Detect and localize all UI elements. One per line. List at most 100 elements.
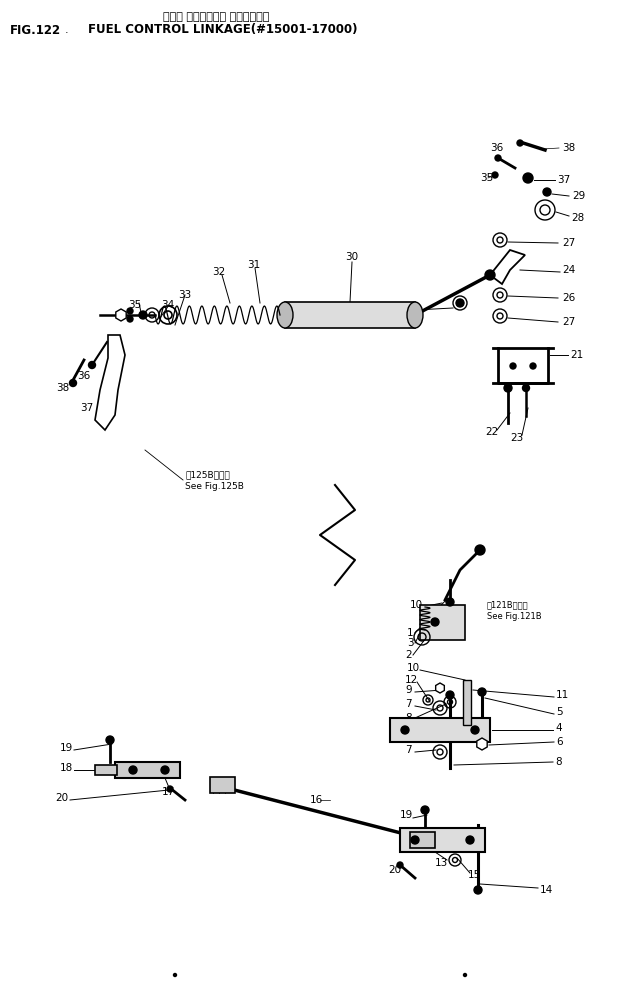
Text: 35: 35 [128, 300, 141, 310]
Text: 36: 36 [490, 143, 504, 153]
Circle shape [478, 688, 486, 696]
Circle shape [504, 384, 512, 392]
Text: 9: 9 [405, 685, 412, 695]
Text: 37: 37 [80, 403, 93, 413]
Bar [400, 828, 485, 852]
Text: 2: 2 [405, 650, 412, 660]
Text: 12: 12 [405, 675, 419, 685]
Circle shape [523, 384, 530, 391]
Text: 25: 25 [398, 305, 412, 315]
Text: 23: 23 [510, 433, 523, 443]
Text: 13: 13 [435, 858, 448, 868]
Circle shape [543, 188, 551, 196]
Text: See Fig.121B: See Fig.121B [487, 612, 542, 620]
Circle shape [129, 766, 137, 774]
Text: 22: 22 [485, 427, 498, 437]
Circle shape [475, 545, 485, 555]
Circle shape [474, 886, 482, 894]
Circle shape [456, 299, 464, 307]
Text: FIG.122: FIG.122 [10, 24, 61, 37]
Text: 14: 14 [540, 885, 553, 895]
Text: 1: 1 [407, 628, 413, 638]
Text: 19: 19 [400, 810, 413, 820]
Bar [95, 765, 117, 775]
Text: 10: 10 [410, 600, 423, 610]
Text: 20: 20 [388, 865, 401, 875]
Text: 18: 18 [60, 763, 73, 773]
Circle shape [466, 836, 474, 844]
Text: 38: 38 [56, 383, 69, 393]
Circle shape [523, 173, 533, 183]
Circle shape [161, 766, 169, 774]
Text: 8: 8 [405, 713, 412, 723]
Circle shape [106, 736, 114, 744]
Circle shape [510, 363, 516, 369]
Ellipse shape [277, 302, 293, 328]
Text: 8: 8 [555, 757, 562, 767]
Circle shape [446, 691, 454, 699]
Polygon shape [116, 309, 126, 321]
Circle shape [485, 270, 495, 280]
Text: 35: 35 [480, 173, 493, 183]
Circle shape [139, 311, 147, 319]
Text: 4: 4 [555, 723, 562, 733]
Text: 6: 6 [556, 737, 562, 747]
Text: 7: 7 [405, 699, 412, 709]
Circle shape [492, 172, 498, 178]
Circle shape [517, 140, 523, 146]
Text: 10: 10 [407, 663, 420, 673]
Text: 37: 37 [557, 175, 570, 185]
Text: 27: 27 [562, 317, 575, 327]
Text: 17: 17 [162, 787, 175, 797]
Text: 33: 33 [178, 290, 191, 300]
Text: 第125B図参照: 第125B図参照 [185, 470, 230, 479]
Text: 28: 28 [571, 213, 584, 223]
Circle shape [411, 836, 419, 844]
Circle shape [70, 379, 77, 386]
Circle shape [530, 363, 536, 369]
Text: 27: 27 [562, 238, 575, 248]
Bar [390, 718, 490, 742]
Text: 3: 3 [407, 638, 413, 648]
Circle shape [167, 786, 173, 792]
Text: 15: 15 [468, 870, 481, 880]
Circle shape [88, 362, 95, 369]
Text: 20: 20 [55, 793, 68, 803]
Text: 31: 31 [247, 260, 260, 270]
Text: 34: 34 [161, 300, 174, 310]
Circle shape [431, 618, 439, 626]
Circle shape [127, 316, 133, 322]
Text: 26: 26 [562, 293, 575, 303]
Polygon shape [436, 683, 444, 693]
Bar [410, 832, 435, 848]
Polygon shape [477, 738, 487, 750]
Text: 36: 36 [77, 371, 90, 381]
Text: 38: 38 [562, 143, 575, 153]
Bar [210, 777, 235, 793]
Circle shape [174, 973, 176, 976]
Circle shape [127, 308, 133, 314]
Text: FUEL CONTROL LINKAGE(#15001-17000): FUEL CONTROL LINKAGE(#15001-17000) [88, 24, 357, 37]
Circle shape [495, 155, 501, 161]
Ellipse shape [407, 302, 423, 328]
Text: 19: 19 [60, 743, 73, 753]
Bar [463, 680, 471, 725]
Text: 11: 11 [556, 690, 569, 700]
Text: .: . [65, 25, 68, 35]
Bar [115, 762, 180, 778]
Circle shape [401, 726, 409, 734]
Text: 30: 30 [345, 252, 358, 262]
Text: 16: 16 [310, 795, 323, 805]
Bar [285, 302, 415, 328]
Bar [420, 605, 465, 640]
Circle shape [471, 726, 479, 734]
Text: 24: 24 [562, 265, 575, 275]
Text: 32: 32 [212, 267, 226, 277]
Circle shape [397, 862, 403, 868]
Text: 7: 7 [405, 745, 412, 755]
Polygon shape [490, 250, 525, 284]
Text: 21: 21 [570, 350, 583, 360]
Polygon shape [95, 335, 125, 430]
Text: 5: 5 [556, 707, 562, 717]
Text: 第121B図参照: 第121B図参照 [487, 601, 528, 610]
